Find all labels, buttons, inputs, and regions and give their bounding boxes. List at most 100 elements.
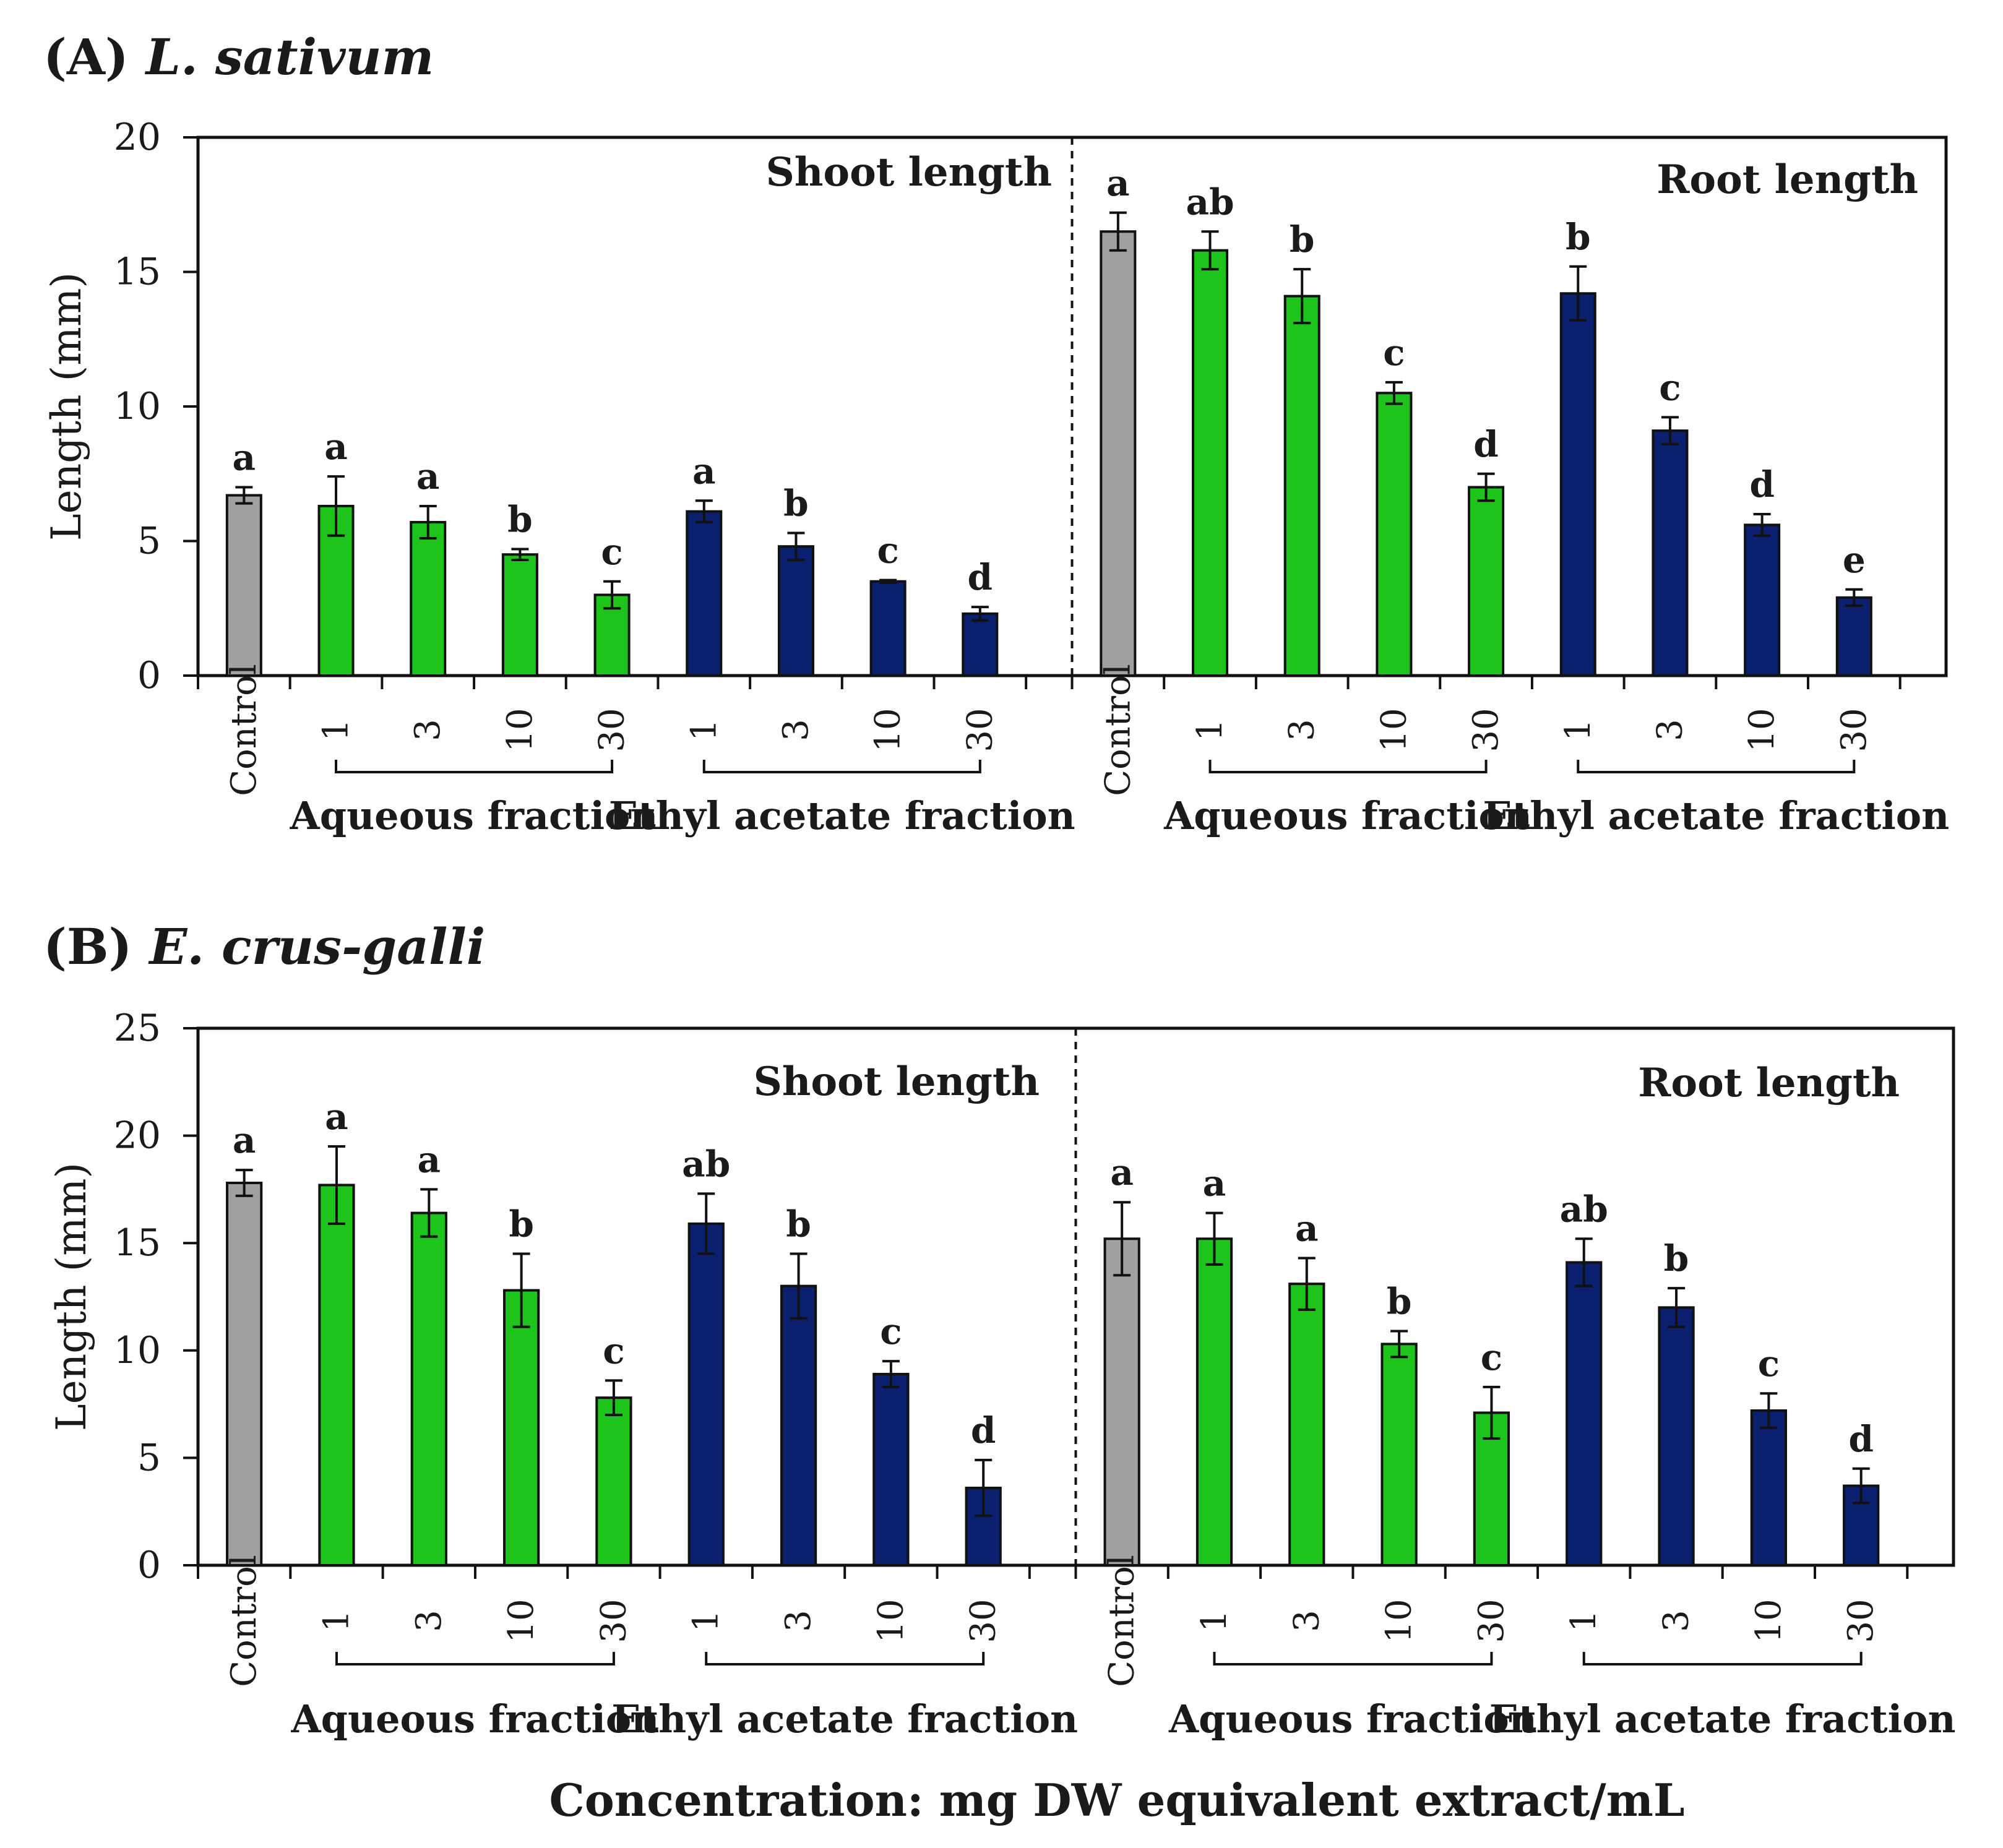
group-bracket	[702, 760, 981, 773]
x-category-label: 1	[1558, 719, 1598, 741]
significance-letter: a	[416, 455, 440, 497]
bar	[777, 545, 814, 677]
significance-letter: c	[1383, 332, 1405, 374]
group-label: Aqueous fraction	[291, 1696, 660, 1742]
group-label: Aqueous fraction	[1168, 1696, 1537, 1742]
bar	[410, 1211, 447, 1567]
bar	[1103, 1237, 1140, 1567]
x-category-label: 3	[1286, 1610, 1327, 1632]
bar	[1468, 486, 1505, 677]
significance-letter: b	[507, 499, 533, 541]
group-bracket	[1582, 1652, 1863, 1665]
group-label: Ethyl acetate fraction	[611, 1696, 1078, 1742]
panel-species: L. sativum	[145, 28, 434, 86]
bar	[501, 553, 538, 677]
y-tick-label: 25	[114, 1007, 161, 1050]
significance-letter: c	[1659, 366, 1681, 408]
significance-letter: a	[417, 1138, 441, 1180]
x-category-label: 1	[1190, 719, 1230, 741]
x-category-label: 30	[1466, 708, 1506, 752]
y-tick-label: 5	[137, 520, 161, 563]
x-category-label: Control	[1102, 1555, 1142, 1687]
bar	[1566, 1261, 1603, 1567]
panel-label: (B)	[43, 918, 132, 976]
x-category-label: Control	[224, 664, 264, 796]
panel-b: (B) E. crus-galli 0 5 10 15 20 25 Length (mm) Sho…	[43, 918, 1956, 1742]
section-title: Shoot length	[766, 149, 1052, 196]
bar	[1744, 523, 1781, 677]
y-tick-label: 0	[137, 654, 161, 697]
significance-letter: d	[971, 1409, 996, 1451]
significance-letter: b	[783, 482, 809, 524]
x-category-label: 10	[1749, 1599, 1789, 1643]
significance-letter: c	[880, 1310, 902, 1352]
significance-letter: b	[786, 1203, 811, 1245]
section-title: Root length	[1656, 157, 1918, 203]
bar	[780, 1284, 817, 1567]
x-category-label: 30	[1834, 708, 1874, 752]
significance-letter: a	[1106, 162, 1130, 204]
significance-letter: ab	[682, 1143, 730, 1185]
bar	[1658, 1306, 1695, 1567]
bar	[1652, 429, 1689, 677]
significance-letter: c	[601, 531, 622, 573]
bar	[225, 494, 262, 677]
bar	[687, 1222, 725, 1567]
x-category-label: 3	[1656, 1610, 1697, 1632]
x-category-label: 1	[684, 719, 724, 741]
y-tick-label: 5	[137, 1436, 161, 1479]
significance-letter: e	[1843, 539, 1866, 581]
significance-letter: a	[324, 426, 348, 468]
bar	[1559, 292, 1596, 677]
x-category-label: 10	[868, 708, 908, 752]
y-tick-label: 10	[114, 1329, 161, 1372]
x-category-label: 10	[1379, 1599, 1419, 1643]
group-label: Ethyl acetate fraction	[1483, 793, 1949, 838]
x-category-label: 30	[960, 708, 1000, 752]
significance-letter: b	[1387, 1281, 1412, 1323]
significance-letter: a	[233, 437, 256, 479]
x-category-label: 3	[408, 719, 448, 741]
y-tick-label: 15	[114, 251, 161, 294]
x-category-label: 10	[871, 1599, 911, 1643]
x-category-label: 10	[1742, 708, 1782, 752]
panel-title: (B) E. crus-galli	[43, 918, 485, 976]
bar	[1195, 1237, 1233, 1567]
group-bracket	[705, 1652, 985, 1665]
section-title: Root length	[1638, 1060, 1900, 1106]
section-title: Shoot length	[754, 1059, 1040, 1105]
significance-letter: ab	[1560, 1188, 1608, 1230]
x-category-label: 1	[316, 1610, 356, 1632]
bar	[1381, 1343, 1418, 1567]
x-category-label: 1	[316, 719, 356, 741]
panel-title: (A) L. sativum	[43, 28, 434, 86]
x-category-label: Control	[224, 1555, 264, 1687]
panel-label: (A)	[43, 28, 129, 86]
significance-letter: ab	[1186, 181, 1234, 223]
bar	[1376, 392, 1413, 677]
y-tick-label: 10	[114, 385, 161, 428]
bar	[1192, 249, 1229, 677]
x-category-label: Control	[1098, 664, 1138, 796]
x-category-label: 30	[592, 708, 632, 752]
group-bracket	[335, 1652, 615, 1665]
significance-letter: a	[1203, 1163, 1226, 1205]
bar	[595, 1396, 632, 1567]
bar	[1835, 596, 1872, 677]
x-category-label: 3	[776, 719, 816, 741]
group-label: Ethyl acetate fraction	[1489, 1696, 1956, 1742]
significance-letter: c	[603, 1330, 624, 1372]
x-category-label: 1	[1194, 1610, 1234, 1632]
x-category-label: 3	[1650, 719, 1690, 741]
bar	[1288, 1283, 1325, 1567]
x-category-label: 30	[963, 1599, 1004, 1643]
x-category-label: 1	[686, 1610, 726, 1632]
significance-letter: d	[1473, 423, 1499, 465]
y-tick-label: 0	[137, 1544, 161, 1587]
y-tick-label: 20	[114, 116, 161, 159]
y-axis-label: Length (mm)	[48, 1163, 95, 1431]
group-bracket	[1208, 760, 1488, 773]
group-bracket	[1577, 760, 1856, 773]
bar	[1750, 1409, 1787, 1567]
